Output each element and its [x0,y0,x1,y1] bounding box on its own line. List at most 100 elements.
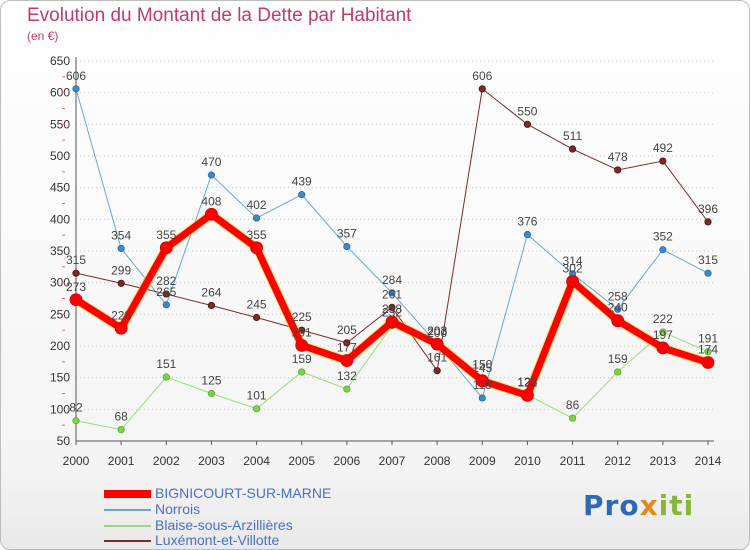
axes: 5010015020025030035040045050055060065020… [50,54,722,468]
data-label: 355 [156,228,176,242]
data-label: 205 [337,323,357,337]
y-tick-label: 100 [50,402,70,416]
data-point [385,315,399,329]
data-point [388,303,396,311]
data-label: 355 [247,228,267,242]
x-tick-label: 2004 [243,454,270,468]
y-tick-label: 150 [50,371,70,385]
data-label: 264 [201,285,221,299]
data-label: 150 [472,358,492,372]
proxiti-logo: Proxiti [583,489,695,522]
data-label: 284 [382,273,402,287]
data-label: 511 [563,129,582,143]
data-label: 145 [472,361,492,375]
data-point [252,313,261,322]
y-tick-label: 600 [50,86,70,100]
data-label: 132 [337,369,357,383]
legend-entry: Norrois [155,501,201,517]
data-point [252,214,261,222]
data-labels: 273 228 355 408 355 201 177 238 203 145 122 302 240 1… [66,69,718,424]
data-label: 151 [156,357,176,371]
data-label: 478 [608,150,628,164]
x-tick-label: 2014 [695,454,722,468]
data-label: 439 [292,175,312,189]
x-tick-label: 2006 [334,454,361,468]
data-label: 299 [111,263,131,277]
data-label: 201 [292,325,312,339]
data-label: 408 [201,194,221,208]
data-label: 238 [382,302,402,316]
data-point [521,388,534,402]
x-tick-label: 2010 [514,454,541,468]
series-layer [69,85,715,434]
data-point [298,191,306,199]
legend-entry: Luxémont-et-Villotte [155,532,280,548]
data-label: 68 [114,410,128,424]
data-label: 396 [698,202,718,216]
data-point [659,246,667,254]
data-label: 606 [472,69,492,83]
x-tick-label: 2012 [604,454,631,468]
x-tick-label: 2008 [424,454,451,468]
data-label: 245 [247,298,267,312]
x-tick-label: 2005 [288,454,315,468]
data-point [207,389,216,398]
data-point [614,368,622,376]
chart-subtitle: (en €) [27,29,59,43]
data-label: 282 [156,274,176,288]
data-label: 200 [427,326,447,340]
data-label: 174 [698,342,718,356]
x-tick-label: 2011 [560,454,586,468]
y-tick-label: 500 [50,149,70,163]
data-point [69,293,83,307]
y-tick-label: 350 [50,244,70,258]
data-point [523,120,532,128]
data-point [205,207,218,221]
data-label: 357 [337,227,357,241]
data-point [343,242,351,251]
data-label: 315 [66,253,86,267]
data-label: 273 [66,280,86,294]
legend-entry: Blaise-sous-Arzillières [155,517,293,533]
data-label: 203 [427,324,447,338]
data-label: 315 [698,253,718,267]
data-point [340,354,354,367]
data-label: 258 [608,289,628,303]
data-point [659,328,667,336]
data-point [298,368,306,376]
data-point [252,405,261,413]
data-label: 228 [111,308,131,322]
chart-title: Evolution du Montant de la Dette par Hab… [27,5,412,26]
data-label: 197 [653,328,673,342]
data-point [295,338,309,352]
y-tick-label: 550 [50,117,70,131]
data-label: 352 [653,230,673,244]
legend-swatches [104,490,151,542]
data-point [614,166,622,174]
data-label: 125 [201,374,221,388]
data-label: 470 [201,155,221,169]
data-label: 118 [473,378,492,392]
y-tick-label: 250 [50,307,70,321]
y-tick-label: 400 [50,212,70,226]
data-label: 82 [69,401,83,415]
data-point [343,339,351,347]
data-point [568,414,577,422]
data-label: 492 [653,141,673,155]
x-tick-label: 2013 [650,454,677,468]
data-label: 86 [566,398,580,412]
data-label: 101 [247,389,267,403]
data-point [162,301,170,309]
data-point [250,241,263,255]
data-label: 606 [66,69,86,83]
y-tick-label: 450 [50,181,70,195]
data-label: 314 [563,254,583,268]
y-tick-label: 300 [50,276,70,290]
data-label: 122 [517,375,537,389]
data-point [523,230,532,239]
data-label: 161 [427,351,447,365]
data-point [614,305,622,313]
data-point [704,348,712,356]
